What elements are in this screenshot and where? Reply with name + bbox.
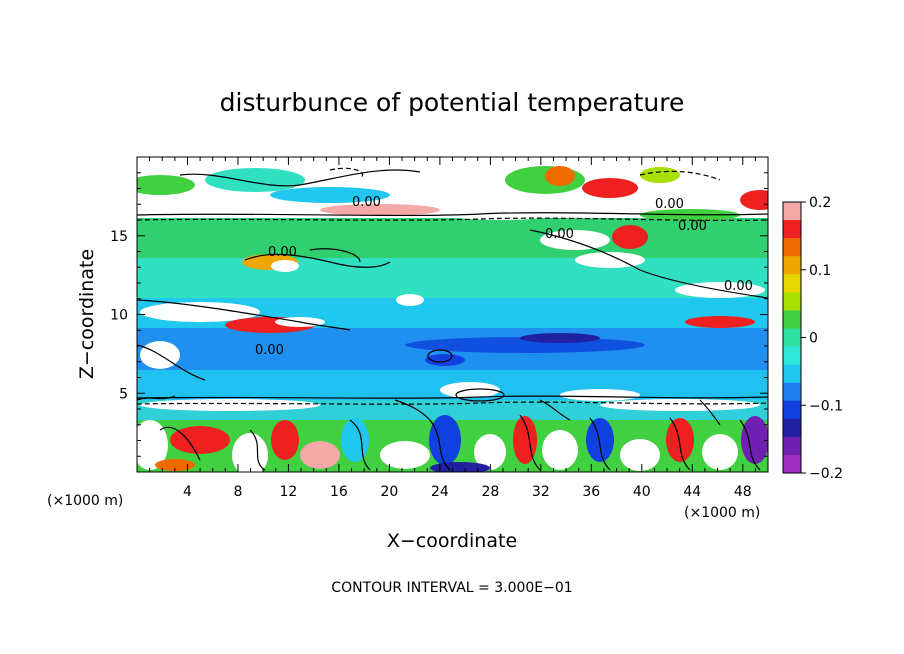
contour-labels: 0.00 0.00 0.00 0.00 0.00 0.00 0.00 — [255, 195, 753, 358]
plot-area: 0.00 0.00 0.00 0.00 0.00 0.00 0.00 — [137, 157, 768, 472]
x-tick-label: 48 — [734, 484, 752, 500]
contour-label: 0.00 — [255, 343, 284, 358]
chart-title: disturbunce of potential temperature — [220, 88, 685, 117]
colorbar-swatch — [783, 274, 801, 293]
x-axis-label: X−coordinate — [387, 530, 517, 552]
upper-patches — [137, 157, 768, 221]
colorbar-tick-label: −0.1 — [809, 398, 843, 414]
boundary-layer-patches — [137, 415, 768, 472]
colorbar-swatch — [783, 238, 801, 257]
x-tick-label: 40 — [633, 484, 651, 500]
colorbar-swatch — [783, 202, 801, 221]
colorbar-swatch — [783, 256, 801, 275]
x-unit-left: (×1000 m) — [47, 493, 123, 509]
contour-label: 0.00 — [655, 197, 684, 212]
band-mid-cyan — [137, 258, 768, 298]
colorbar-swatch — [783, 382, 801, 402]
colorbar-tick-label: 0.1 — [809, 263, 831, 279]
contour-label: 0.00 — [724, 279, 753, 294]
x-tick-label: 8 — [233, 484, 242, 500]
x-axis-ticks: 4 8 12 16 20 24 28 32 36 40 44 48 — [149, 157, 756, 500]
colorbar-ticks: 0.2 0.1 0 −0.1 −0.2 — [801, 195, 843, 482]
colorbar-swatch — [783, 418, 801, 438]
colorbar-tick-label: 0 — [809, 331, 818, 347]
contour-label: 0.00 — [268, 245, 297, 260]
colorbar-swatch — [783, 436, 801, 456]
contour-interval-note: CONTOUR INTERVAL = 3.000E−01 — [331, 580, 572, 596]
y-tick-label: 10 — [110, 308, 128, 324]
x-tick-label: 16 — [330, 484, 348, 500]
x-tick-label: 20 — [380, 484, 398, 500]
x-tick-label: 36 — [582, 484, 600, 500]
x-tick-label: 32 — [532, 484, 550, 500]
colorbar-swatch — [783, 454, 801, 474]
colorbar-swatch — [783, 328, 801, 348]
colorbar-swatch — [783, 346, 801, 366]
x-tick-label: 44 — [683, 484, 701, 500]
y-tick-label: 15 — [110, 229, 128, 245]
x-tick-label: 4 — [183, 484, 192, 500]
contour-label: 0.00 — [678, 219, 707, 234]
y-tick-label: 5 — [119, 386, 128, 402]
colorbar-swatch — [783, 220, 801, 239]
colorbar-tick-label: −0.2 — [809, 466, 843, 482]
mid-patches — [140, 225, 765, 411]
colorbar-tick-label: 0.2 — [809, 195, 831, 211]
contour-label: 0.00 — [545, 227, 574, 242]
x-unit-right: (×1000 m) — [684, 505, 760, 521]
colorbar — [782, 201, 802, 474]
x-tick-label: 24 — [431, 484, 449, 500]
colorbar-swatch — [783, 364, 801, 384]
y-axis-label: Z−coordinate — [76, 249, 98, 379]
colorbar-swatch — [783, 400, 801, 420]
colorbar-swatch — [783, 292, 801, 311]
band-upper-green — [137, 218, 768, 258]
colorbar-swatch — [783, 310, 801, 329]
y-axis-ticks: 5 10 15 — [110, 172, 768, 457]
contour-lines — [137, 167, 768, 471]
x-tick-label: 12 — [280, 484, 298, 500]
x-tick-label: 28 — [481, 484, 499, 500]
contour-label: 0.00 — [352, 195, 381, 210]
